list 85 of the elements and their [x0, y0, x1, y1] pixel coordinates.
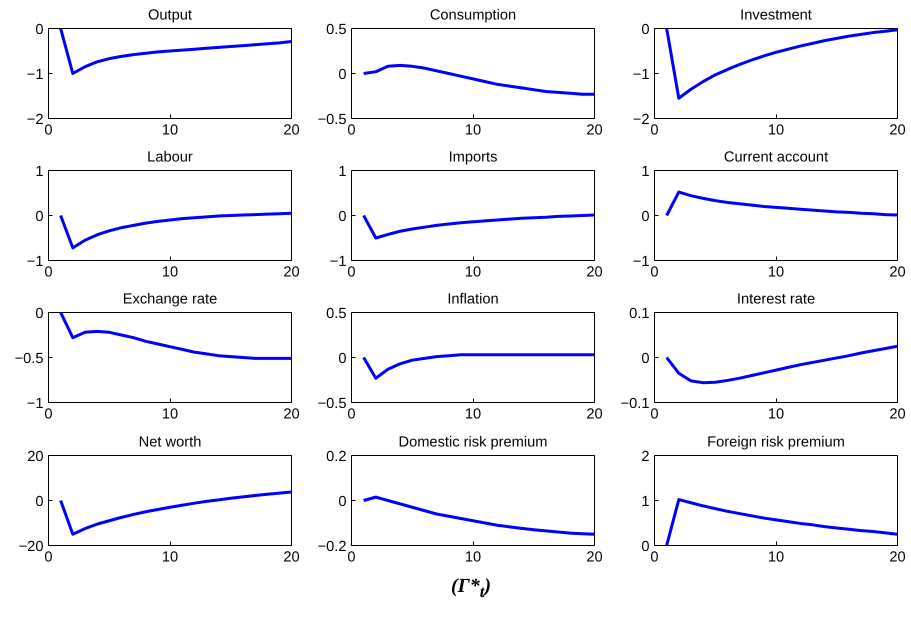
x-tick-label: 20: [889, 406, 906, 423]
y-tick-label: −0.5: [318, 112, 347, 128]
y-tick-label: 0: [338, 209, 347, 226]
line-series: [362, 214, 594, 240]
y-tick-label: 1: [35, 164, 44, 180]
x-tick-label: 10: [464, 549, 482, 566]
y-tick-label: 0.5: [326, 22, 346, 38]
x-tick-label: 10: [768, 549, 784, 566]
chart-title: Interest rate: [736, 292, 816, 308]
x-tick-label: 20: [889, 549, 906, 566]
line-series: [665, 190, 898, 218]
x-tick-label: 20: [586, 264, 603, 281]
line-series: [665, 28, 898, 100]
chart-title: Consumption: [430, 8, 516, 24]
x-tick-label: 10: [768, 122, 784, 138]
y-tick-label: −2: [26, 112, 44, 128]
y-tick-label: −1: [632, 254, 650, 270]
x-tick-label: 20: [586, 122, 603, 138]
y-tick-label: 0.1: [629, 306, 650, 322]
chart-title: Current account: [724, 150, 828, 166]
y-tick-label: −20: [18, 538, 44, 555]
chart-title: Labour: [147, 150, 193, 166]
chart-title: Net worth: [138, 434, 202, 450]
y-tick-label: 0: [35, 494, 44, 510]
x-tick-label: 20: [586, 406, 603, 423]
line-series: [665, 498, 898, 546]
x-tick-label: 10: [464, 406, 482, 423]
line-series: [665, 345, 898, 385]
y-tick-label: −0.2: [318, 538, 347, 555]
y-tick-label: 0: [35, 22, 44, 38]
y-tick-label: 0: [35, 306, 44, 322]
y-tick-label: 0: [641, 351, 650, 368]
y-tick-label: 1: [338, 164, 347, 180]
chart-title: Investment: [740, 8, 812, 24]
y-tick-label: 0: [35, 209, 44, 226]
y-tick-label: 0: [641, 22, 650, 38]
y-tick-label: 1: [641, 164, 650, 180]
line-series: [362, 495, 594, 536]
y-tick-label: −1: [26, 254, 44, 270]
x-tick-label: 10: [768, 406, 784, 423]
x-tick-label: 20: [283, 549, 300, 566]
y-tick-label: 1: [641, 494, 650, 510]
y-tick-label: 0: [641, 209, 650, 226]
x-tick-label: 10: [768, 264, 784, 281]
y-tick-label: 0: [641, 538, 650, 555]
y-tick-label: −0.5: [14, 351, 44, 368]
x-tick-label: 10: [162, 549, 178, 566]
x-tick-label: 10: [162, 406, 178, 423]
x-tick-label: 20: [283, 406, 300, 423]
y-tick-label: −2: [632, 112, 650, 128]
y-tick-label: −0.5: [318, 396, 347, 412]
x-axis-title: (Γ*$_{t}$): [450, 574, 492, 603]
x-tick-label: 10: [162, 264, 178, 281]
line-series: [362, 354, 594, 380]
line-series: [59, 490, 292, 536]
chart-title: Output: [148, 8, 192, 24]
y-tick-label: 20: [27, 448, 44, 465]
chart-title: Imports: [448, 150, 498, 166]
x-tick-label: 20: [586, 549, 603, 566]
y-tick-label: 2: [641, 448, 650, 465]
line-series: [362, 64, 594, 96]
y-tick-label: −1: [632, 67, 650, 83]
y-tick-label: −1: [330, 254, 347, 270]
line-series: [59, 312, 292, 360]
x-tick-label: 10: [464, 264, 482, 281]
x-tick-label: 20: [283, 122, 300, 138]
y-tick-label: −0.1: [620, 396, 650, 412]
chart-title: Inflation: [447, 292, 499, 308]
x-tick-label: 20: [889, 122, 906, 138]
y-tick-label: 0: [338, 351, 347, 368]
y-tick-label: 0: [338, 494, 347, 510]
y-tick-label: 0.5: [326, 306, 346, 322]
x-tick-label: 10: [162, 122, 178, 138]
x-tick-label: 10: [464, 122, 482, 138]
y-tick-label: −1: [26, 396, 44, 412]
y-tick-label: −1: [26, 67, 44, 83]
chart-title: Domestic risk premium: [398, 434, 548, 450]
y-tick-label: 0: [338, 67, 347, 83]
line-series: [59, 212, 292, 250]
x-tick-label: 20: [283, 264, 300, 281]
y-tick-label: 0.2: [326, 448, 346, 465]
line-series: [59, 28, 292, 75]
x-tick-label: 20: [889, 264, 906, 281]
chart-title: Foreign risk premium: [707, 434, 845, 450]
chart-title: Exchange rate: [122, 292, 218, 308]
